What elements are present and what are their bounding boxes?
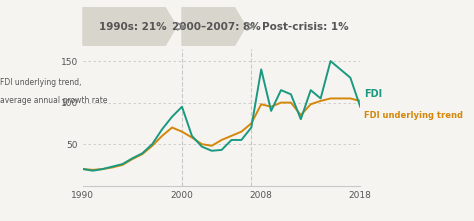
Text: FDI underlying trend: FDI underlying trend — [364, 111, 463, 120]
Text: Post-crisis: 1%: Post-crisis: 1% — [263, 21, 349, 32]
Text: FDI: FDI — [364, 89, 383, 99]
Text: 2000–2007: 8%: 2000–2007: 8% — [172, 21, 261, 32]
FancyArrow shape — [182, 8, 246, 45]
Text: 1990s: 21%: 1990s: 21% — [99, 21, 166, 32]
FancyArrow shape — [83, 8, 176, 45]
Text: average annual growth rate: average annual growth rate — [0, 96, 108, 105]
Text: FDI underlying trend,: FDI underlying trend, — [0, 78, 82, 87]
